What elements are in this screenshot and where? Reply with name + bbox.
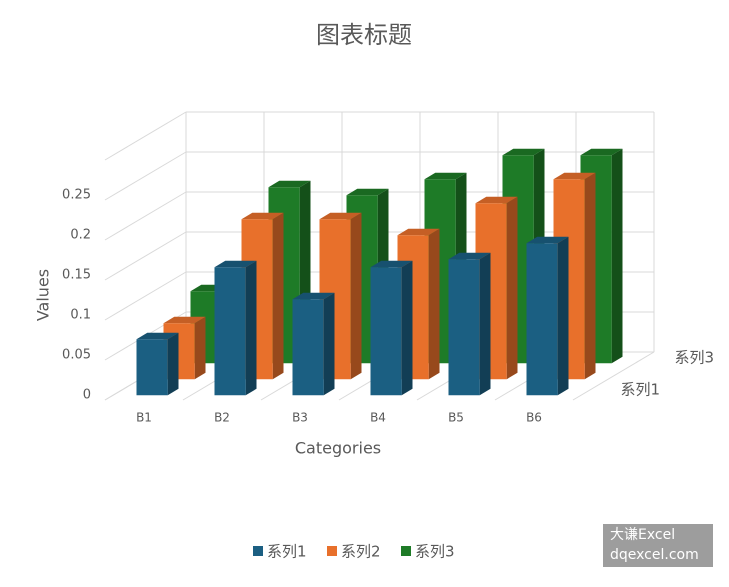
y-tick-label: 0.2 bbox=[70, 228, 91, 243]
bar-top bbox=[214, 260, 257, 268]
bar-top bbox=[319, 212, 362, 220]
bar-top bbox=[397, 228, 440, 236]
x-tick-label: B6 bbox=[526, 411, 542, 425]
bar-side bbox=[506, 196, 518, 380]
bar-top bbox=[268, 180, 311, 188]
bar bbox=[526, 236, 569, 396]
bar-front bbox=[526, 243, 558, 396]
y-tick-label: 0.05 bbox=[62, 348, 91, 363]
legend-swatch bbox=[327, 546, 337, 556]
legend: 系列1 系列2 系列3 bbox=[253, 543, 455, 561]
bar-top bbox=[475, 196, 518, 204]
bar-top bbox=[370, 260, 413, 268]
bar-side bbox=[167, 332, 179, 396]
bar-front bbox=[448, 259, 480, 396]
bar-front bbox=[136, 339, 168, 396]
watermark-text: 大谦Excel bbox=[610, 527, 675, 543]
bar-top bbox=[502, 148, 545, 156]
bar bbox=[448, 252, 491, 396]
legend-label: 系列1 bbox=[267, 543, 307, 561]
depth-label: 系列1 bbox=[621, 381, 661, 399]
y-tick-label: 0.25 bbox=[62, 188, 91, 203]
bar-side bbox=[428, 228, 440, 380]
x-axis-title: Categories bbox=[295, 439, 381, 458]
bar-top bbox=[292, 292, 335, 300]
bar-top bbox=[424, 172, 467, 180]
x-tick-label: B2 bbox=[214, 411, 230, 425]
bars bbox=[136, 148, 623, 396]
x-tick-label: B4 bbox=[370, 411, 386, 425]
watermark-box bbox=[603, 524, 713, 567]
grid-line bbox=[104, 271, 187, 321]
bar-side bbox=[350, 212, 362, 380]
legend-label: 系列3 bbox=[415, 543, 455, 561]
bar-top bbox=[553, 172, 596, 180]
bar bbox=[136, 332, 179, 396]
bar-side bbox=[611, 148, 623, 364]
floor-divider bbox=[572, 351, 655, 401]
wall-edge bbox=[104, 111, 187, 161]
depth-label: 系列3 bbox=[675, 349, 715, 367]
bar-side bbox=[272, 212, 284, 380]
grid-line bbox=[104, 151, 187, 201]
bar-side bbox=[194, 316, 206, 380]
x-tick-label: B3 bbox=[292, 411, 308, 425]
y-axis-title: Values bbox=[34, 269, 53, 321]
y-tick-label: 0.15 bbox=[62, 268, 91, 283]
bar-top bbox=[136, 332, 179, 340]
bar-front bbox=[370, 267, 402, 396]
bar bbox=[292, 292, 335, 396]
grid-line bbox=[104, 191, 187, 241]
bar-top bbox=[580, 148, 623, 156]
grid-line bbox=[104, 231, 187, 281]
bar-top bbox=[448, 252, 491, 260]
legend-swatch bbox=[253, 546, 263, 556]
bar bbox=[370, 260, 413, 396]
bar-side bbox=[584, 172, 596, 380]
bar bbox=[214, 260, 257, 396]
x-tick-label: B1 bbox=[136, 411, 152, 425]
bar-side bbox=[479, 252, 491, 396]
bar-side bbox=[557, 236, 569, 396]
bar-side bbox=[245, 260, 257, 396]
bar-top bbox=[241, 212, 284, 220]
x-tick-label: B5 bbox=[448, 411, 464, 425]
bar-front bbox=[214, 267, 246, 396]
bar-top bbox=[526, 236, 569, 244]
bar-side bbox=[323, 292, 335, 396]
watermark-text: dqexcel.com bbox=[610, 547, 699, 563]
chart-title: 图表标题 bbox=[316, 21, 412, 49]
bar-front bbox=[292, 299, 324, 396]
bar-top bbox=[346, 188, 389, 196]
legend-swatch bbox=[401, 546, 411, 556]
legend-label: 系列2 bbox=[341, 543, 381, 561]
bar-top bbox=[163, 316, 206, 324]
y-tick-label: 0 bbox=[83, 388, 91, 403]
y-tick-label: 0.1 bbox=[70, 308, 91, 323]
bar-side bbox=[401, 260, 413, 396]
